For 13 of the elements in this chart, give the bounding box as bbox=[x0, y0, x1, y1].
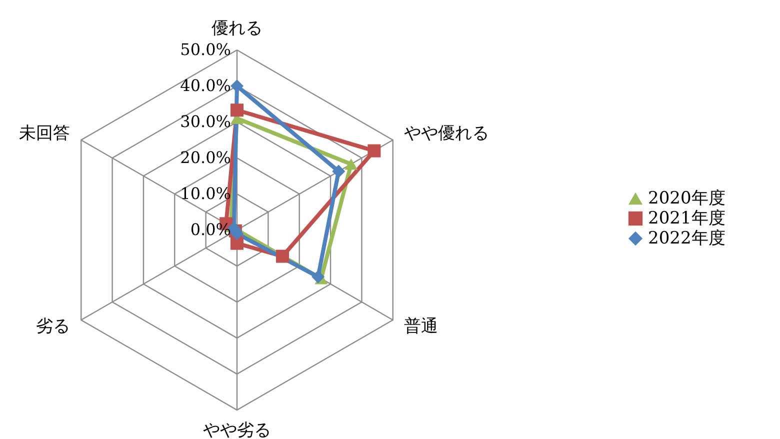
y-tick-label: 30.0% bbox=[180, 112, 231, 131]
spoke-label: 優れる bbox=[212, 18, 262, 38]
y-tick-label: 50.0% bbox=[180, 40, 231, 59]
spoke-label: 普通 bbox=[404, 316, 438, 336]
y-tick-label: 40.0% bbox=[180, 76, 231, 95]
y-tick-label: 20.0% bbox=[180, 148, 231, 167]
legend-label: 2020年度 bbox=[648, 188, 726, 208]
legend-label: 2021年度 bbox=[648, 208, 726, 228]
spoke-label: 劣る bbox=[36, 316, 70, 336]
spoke-label: やや優れる bbox=[404, 124, 489, 144]
spoke-label: やや劣る bbox=[203, 420, 271, 439]
legend-label: 2022年度 bbox=[648, 228, 726, 248]
spoke-label: 未回答 bbox=[19, 124, 70, 144]
